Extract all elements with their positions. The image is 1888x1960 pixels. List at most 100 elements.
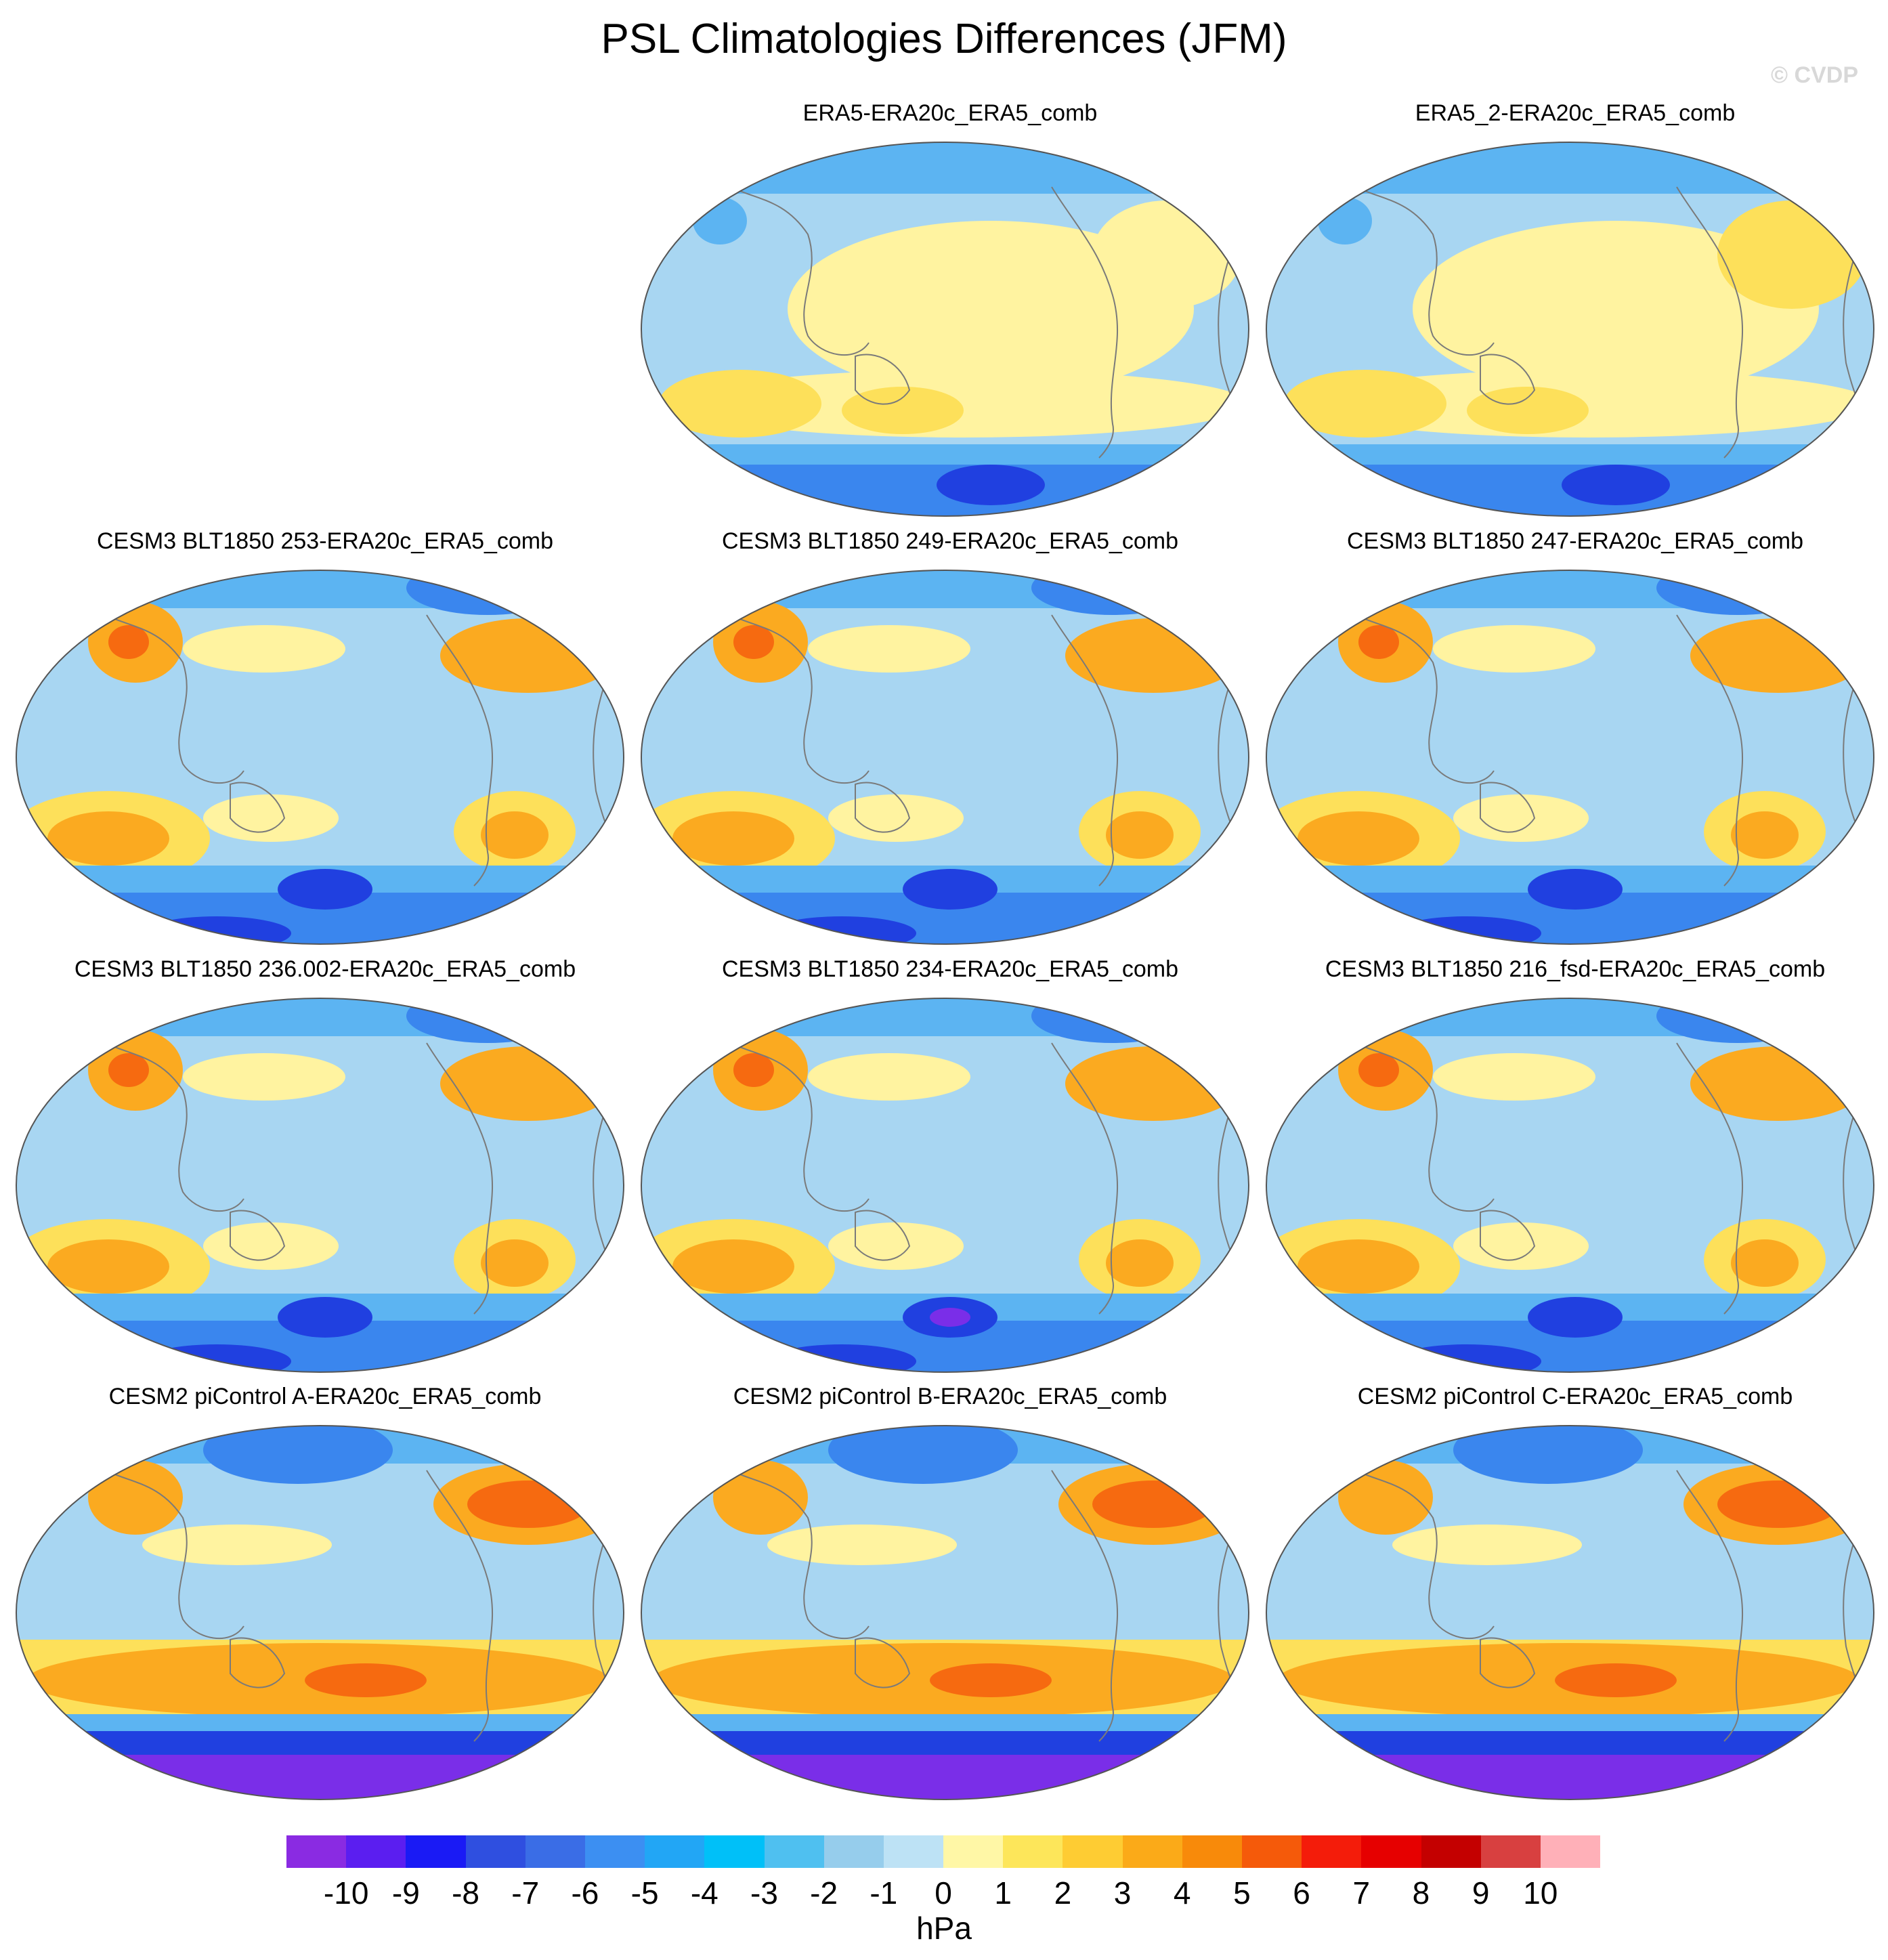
arctic-low <box>828 1426 1018 1484</box>
north-pacific-ridge <box>183 625 345 673</box>
panel-title: ERA5-ERA20c_ERA5_comb <box>802 100 1098 126</box>
panel-title: CESM3 BLT1850 216_fsd-ERA20c_ERA5_comb <box>1325 956 1826 982</box>
north-pacific-ridge <box>808 1053 970 1101</box>
panel-title: CESM3 BLT1850 247-ERA20c_ERA5_comb <box>1346 528 1804 554</box>
coastline-americas <box>426 614 494 887</box>
coastline-australia <box>1480 1210 1536 1261</box>
amundsen-low <box>1528 1297 1623 1338</box>
arctic-band <box>16 570 624 608</box>
map-border <box>1266 570 1874 945</box>
colorbar-swatch <box>286 1835 347 1868</box>
southern-ridge-max <box>1555 1663 1677 1697</box>
tibetan-high-core <box>733 625 774 659</box>
antarctic-low <box>16 1755 624 1799</box>
indian-ocean-high <box>659 370 821 438</box>
map-border <box>641 1425 1249 1800</box>
colorbar-swatch <box>1242 1835 1302 1868</box>
atlantic-high-core <box>1092 1480 1214 1528</box>
colorbar-tick-label: -6 <box>571 1875 599 1911</box>
north-pacific-ridge <box>1433 1053 1595 1101</box>
colorbar-swatch <box>1063 1835 1123 1868</box>
indian-ocean-high-core <box>47 811 169 866</box>
tibetan-high-core <box>1358 625 1399 659</box>
panel-title: CESM2 piControl B-ERA20c_ERA5_comb <box>733 1384 1167 1409</box>
map-panel: ERA5-ERA20c_ERA5_comb <box>639 100 1262 534</box>
copyright-watermark: © CVDP <box>1771 62 1858 88</box>
amundsen-low-core <box>930 1308 970 1327</box>
coastline-americas <box>1676 1042 1744 1315</box>
map-border <box>1266 142 1874 517</box>
pacific-south-high <box>203 794 339 842</box>
panel-title: ERA5_2-ERA20c_ERA5_comb <box>1415 100 1736 126</box>
coastline-australia <box>230 782 286 833</box>
robinson-map <box>16 998 624 1373</box>
arctic-band <box>641 998 1249 1036</box>
southern-trough-outer <box>16 1714 624 1731</box>
map-panel: ERA5_2-ERA20c_ERA5_comb <box>1264 100 1887 534</box>
coastline-australia <box>855 354 911 405</box>
coastline-americas <box>1051 186 1119 459</box>
main-title: PSL Climatologies Differences (JFM) <box>601 16 1287 62</box>
pacific-south-high <box>1453 1222 1589 1270</box>
colorbar-tick-label: 3 <box>1113 1875 1132 1911</box>
coastline-asia <box>1344 1036 1495 1212</box>
tibetan-high-core <box>733 1053 774 1087</box>
colorbar-tick-label: 7 <box>1352 1875 1371 1911</box>
coastline-americas <box>1676 186 1744 459</box>
arctic-band <box>641 570 1249 608</box>
robinson-map <box>16 1425 624 1800</box>
north-pacific-ridge <box>142 1525 332 1565</box>
colorbar-swatch <box>1421 1835 1481 1868</box>
colorbar-swatch <box>645 1835 705 1868</box>
panel-title: CESM3 BLT1850 253-ERA20c_ERA5_comb <box>96 528 554 554</box>
colorbar-tick-label: -7 <box>511 1875 540 1911</box>
arctic-low <box>203 1426 393 1484</box>
atlantic-high-core <box>467 1480 589 1528</box>
atlantic-south-high-core <box>481 1239 549 1287</box>
panel-title: CESM3 BLT1850 249-ERA20c_ERA5_comb <box>721 528 1179 554</box>
antarctic-low <box>1562 465 1670 505</box>
robinson-map <box>641 142 1249 517</box>
colorbar-tick-label: 0 <box>935 1875 952 1911</box>
colorbar-tick-label: 8 <box>1412 1875 1430 1911</box>
antarctic-low <box>1266 1755 1874 1799</box>
coastline-asia <box>94 1036 244 1212</box>
colorbar <box>286 1835 1601 1868</box>
map-border <box>16 998 624 1373</box>
coastline-australia <box>1480 354 1536 405</box>
antarctic-low <box>937 465 1045 505</box>
amundsen-low <box>278 1297 372 1338</box>
colorbar-swatch <box>525 1835 585 1868</box>
atlantic-high <box>440 1046 616 1121</box>
pacific-south-high <box>203 1222 339 1270</box>
indian-ocean-high-core <box>1297 811 1419 866</box>
tibetan-high-core <box>1358 1053 1399 1087</box>
antarctic-low <box>641 1755 1249 1799</box>
map-panel: CESM3 BLT1850 253-ERA20c_ERA5_comb <box>14 528 637 962</box>
map-panel: CESM3 BLT1850 249-ERA20c_ERA5_comb <box>639 528 1262 962</box>
arctic-band <box>1266 142 1874 194</box>
indian-ocean-high-core <box>672 811 794 866</box>
coastline-asia <box>719 179 870 356</box>
colorbar-swatch <box>1122 1835 1182 1868</box>
robinson-map <box>1266 1425 1874 1800</box>
map-panel: CESM3 BLT1850 216_fsd-ERA20c_ERA5_comb <box>1264 956 1887 1390</box>
southern-trough-outer <box>641 1714 1249 1731</box>
coastline-australia <box>855 1637 911 1688</box>
tibetan-high <box>88 1460 183 1535</box>
atlantic-high <box>1065 618 1241 693</box>
tibetan-high-core <box>108 1053 149 1087</box>
atlantic-south-high-core <box>1106 1239 1174 1287</box>
coastline-americas <box>1051 1042 1119 1315</box>
coastline-americas <box>1051 1470 1119 1742</box>
arctic-band <box>641 142 1249 194</box>
atlantic-high <box>440 618 616 693</box>
colorbar-swatch <box>704 1835 765 1868</box>
colorbar-tick-label: 5 <box>1233 1875 1251 1911</box>
robinson-map <box>1266 998 1874 1373</box>
north-pacific-ridge <box>1392 1525 1582 1565</box>
colorbar-swatch <box>1361 1835 1421 1868</box>
southern-ridge <box>1304 370 1873 438</box>
amundsen-low <box>1528 869 1623 910</box>
robinson-map <box>641 570 1249 945</box>
